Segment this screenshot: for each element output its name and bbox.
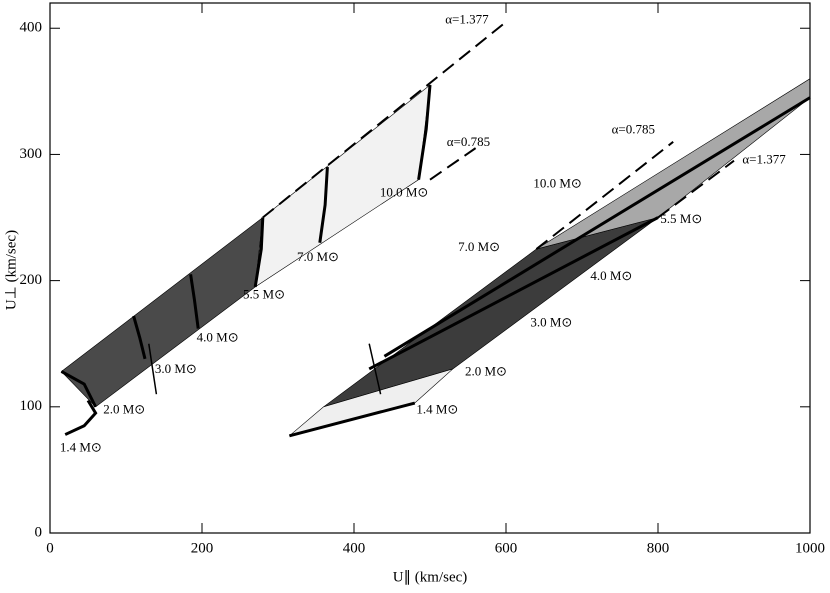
curve <box>417 84 432 180</box>
annotation: α=1.377 <box>742 152 786 167</box>
curve <box>368 216 659 371</box>
curve <box>535 141 674 250</box>
annotation: 10.0 M⊙ <box>533 176 581 191</box>
annotation: 4.0 M⊙ <box>197 330 239 345</box>
curve <box>429 147 477 181</box>
annotation: 3.0 M⊙ <box>155 361 197 376</box>
curve <box>148 343 158 395</box>
y-axis-label: U⊥ (km/sec) <box>3 230 19 310</box>
x-tick-label: 0 <box>46 540 54 556</box>
x-tick-label: 1000 <box>795 540 825 556</box>
curve <box>64 399 98 436</box>
annotation: α=1.377 <box>445 12 489 27</box>
annotation: 1.4 M⊙ <box>416 402 458 417</box>
plot-frame <box>49 2 811 534</box>
x-tick-label: 200 <box>191 540 214 556</box>
curve <box>189 274 200 329</box>
curve <box>289 401 416 438</box>
y-tick-label: 100 <box>20 398 43 414</box>
x-tick-label: 600 <box>495 540 518 556</box>
annotation: 3.0 M⊙ <box>530 315 572 330</box>
curve <box>60 370 97 408</box>
annotation: 4.0 M⊙ <box>590 268 632 283</box>
y-tick-label: 300 <box>20 146 43 162</box>
annotation: 2.0 M⊙ <box>103 402 145 417</box>
curve <box>132 315 147 360</box>
y-tick-label: 200 <box>20 272 43 288</box>
annotation: 10.0 M⊙ <box>380 185 428 200</box>
y-tick-label: 0 <box>35 524 43 540</box>
annotation: 5.5 M⊙ <box>660 211 702 226</box>
annotation: 7.0 M⊙ <box>297 249 339 264</box>
x-tick-label: 400 <box>343 540 366 556</box>
curve <box>318 166 329 243</box>
curve <box>262 21 507 219</box>
x-axis-label: U∥ (km/sec) <box>393 569 468 585</box>
y-tick-label: 400 <box>20 20 43 36</box>
annotation: 2.0 M⊙ <box>465 364 507 379</box>
annotation: α=0.785 <box>612 121 655 136</box>
x-tick-label: 800 <box>647 540 670 556</box>
curve <box>368 343 382 395</box>
annotation: 5.5 M⊙ <box>243 287 285 302</box>
curve <box>383 96 811 358</box>
annotation: α=0.785 <box>447 134 490 149</box>
curve <box>657 159 735 219</box>
curve <box>253 217 265 288</box>
shaded-region <box>60 216 264 408</box>
annotation: 1.4 M⊙ <box>60 439 102 454</box>
annotation: 7.0 M⊙ <box>458 239 500 254</box>
